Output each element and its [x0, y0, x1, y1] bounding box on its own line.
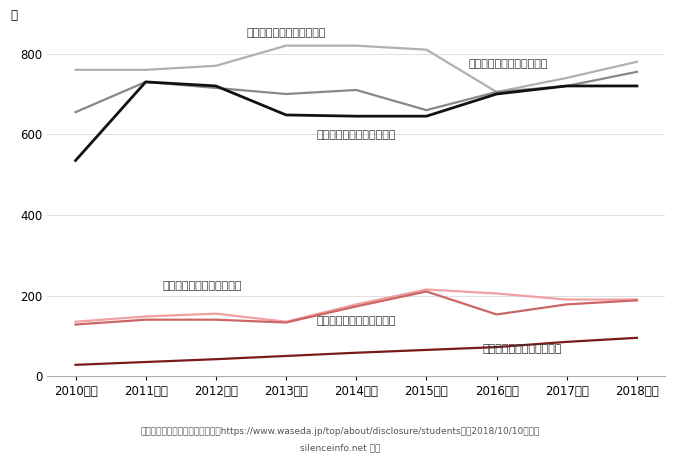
- Text: silenceinfo.net 作成: silenceinfo.net 作成: [300, 444, 380, 452]
- Text: 先進理工学研究科（男子）: 先進理工学研究科（男子）: [246, 29, 326, 39]
- Text: 創造理工学研究科（男子）: 創造理工学研究科（男子）: [469, 59, 548, 69]
- Text: 基幹理工学研究科（男子）: 基幹理工学研究科（男子）: [316, 130, 396, 140]
- Y-axis label: 人: 人: [10, 9, 17, 22]
- Text: 早稲田大学　学生に関する情報　https://www.waseda.jp/top/about/disclosure/students　（2018/10/10閲覧: 早稲田大学 学生に関する情報 https://www.waseda.jp/top…: [140, 427, 540, 435]
- Text: 基幹理工学研究科（女子）: 基幹理工学研究科（女子）: [483, 344, 562, 354]
- Text: 先進理工学研究科（女子）: 先進理工学研究科（女子）: [162, 281, 241, 291]
- Text: 創造理工学研究科（女子）: 創造理工学研究科（女子）: [316, 316, 396, 326]
